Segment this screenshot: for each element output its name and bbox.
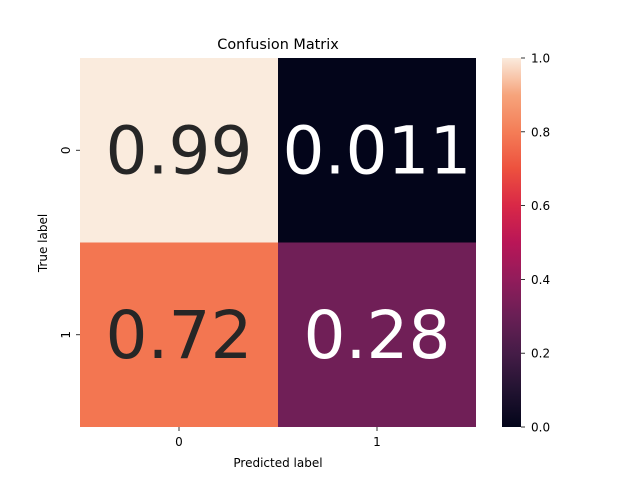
heatmap-cell-0-1 — [278, 58, 476, 243]
x-tick-label: 0 — [175, 435, 183, 449]
cell-annotation-1-0: 0.72 — [106, 297, 253, 374]
colorbar-tick-label: 0.4 — [531, 273, 550, 287]
colorbar-tick-label: 0.2 — [531, 347, 550, 361]
heatmap-cell-0-0 — [80, 58, 278, 243]
colorbar-tick-label: 1.0 — [531, 52, 550, 66]
heatmap-cell-1-0 — [80, 242, 278, 427]
cell-annotation-0-0: 0.99 — [106, 112, 253, 189]
x-tick-label: 1 — [373, 435, 381, 449]
colorbar-ticks: 0.0 0.2 0.4 0.6 0.8 1.0 — [521, 52, 550, 435]
cell-annotation-0-1: 0.011 — [283, 112, 472, 189]
colorbar-tick-label: 0.0 — [531, 421, 550, 435]
colorbar-tick-label: 0.8 — [531, 125, 550, 139]
heatmap-cell-1-1 — [278, 242, 476, 427]
colorbar-tick-label: 0.6 — [531, 199, 550, 213]
y-tick-label: 0 — [59, 146, 73, 154]
y-tick-label: 1 — [59, 331, 73, 339]
heatmap-cells: 0.99 0.011 0.72 0.28 — [80, 58, 476, 427]
x-axis-label: Predicted label — [233, 456, 322, 470]
y-axis: 01 — [59, 146, 80, 339]
y-axis-label: True label — [36, 214, 50, 273]
chart-title: Confusion Matrix — [217, 37, 339, 53]
cell-annotation-1-1: 0.28 — [304, 297, 451, 374]
colorbar — [502, 58, 521, 427]
